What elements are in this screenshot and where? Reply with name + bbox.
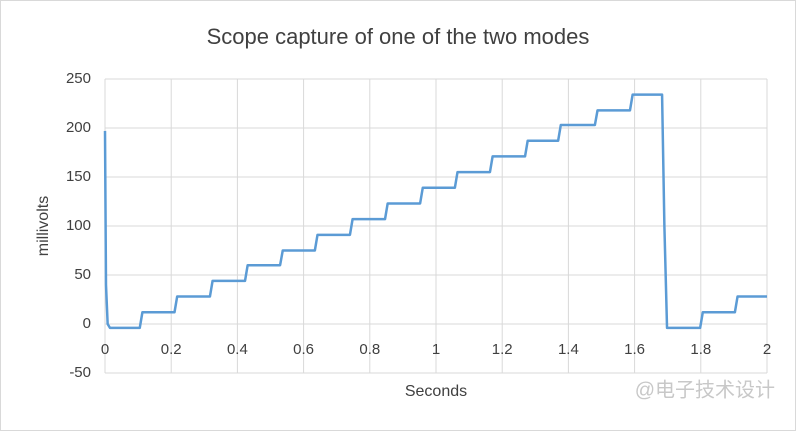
x-tick-label: 2 <box>763 341 771 358</box>
x-tick-label: 0.6 <box>293 341 314 358</box>
data-line <box>103 93 767 330</box>
watermark: @电子技术设计 <box>635 378 775 401</box>
x-tick-label: 0.4 <box>227 341 248 358</box>
y-tick-label: 200 <box>66 119 91 136</box>
x-tick-label: 1.4 <box>558 341 579 358</box>
y-axis-label: millivolts <box>35 196 52 256</box>
x-tick-label: 0.8 <box>359 341 380 358</box>
y-tick-label: 100 <box>66 217 91 234</box>
x-tick-label: 1.8 <box>690 341 711 358</box>
y-tick-label: 250 <box>66 70 91 87</box>
y-tick-label: 0 <box>83 315 91 332</box>
y-tick-label: 150 <box>66 168 91 185</box>
x-tick-label: 1.6 <box>624 341 645 358</box>
x-tick-label: 1.2 <box>492 341 513 358</box>
x-tick-label: 1 <box>432 341 440 358</box>
x-tick-label: 0 <box>101 341 109 358</box>
y-tick-label: 50 <box>74 266 91 283</box>
y-tick-label: -50 <box>69 364 91 381</box>
chart-title: Scope capture of one of the two modes <box>207 24 590 49</box>
x-axis-label: Seconds <box>405 383 467 400</box>
x-tick-label: 0.2 <box>161 341 182 358</box>
